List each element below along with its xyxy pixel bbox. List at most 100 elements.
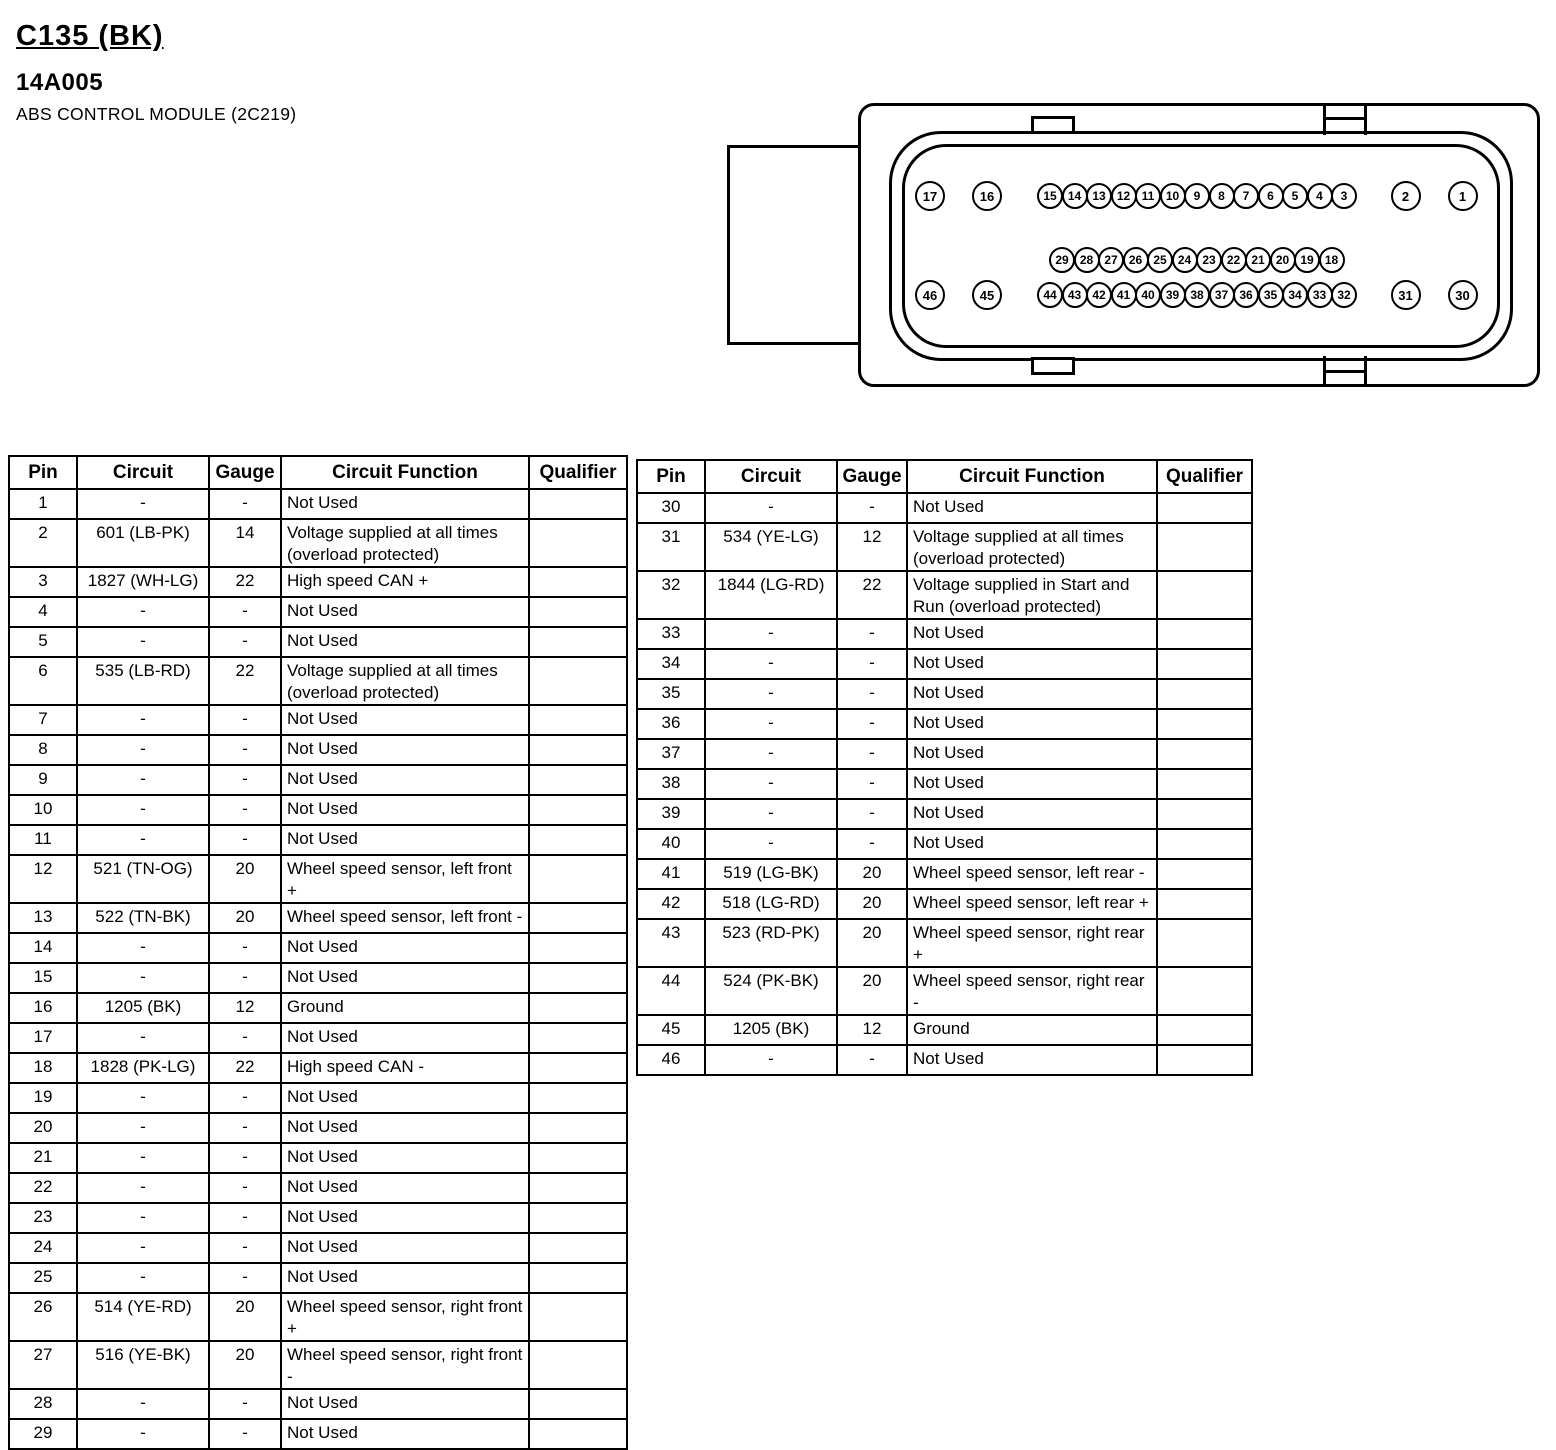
column-header-qualifier: Qualifier <box>1156 459 1253 494</box>
gauge-cell: - <box>208 1262 282 1294</box>
table-row: 16 1205 (BK) 12 Ground <box>8 992 628 1024</box>
gauge-cell: 20 <box>208 1292 282 1342</box>
pin-cell: 18 <box>8 1052 78 1084</box>
qualifier-cell <box>528 626 628 658</box>
gauge-cell: - <box>208 1022 282 1054</box>
circuit-cell: - <box>704 798 838 830</box>
pin-8: 8 <box>1208 183 1235 209</box>
gauge-cell: 22 <box>836 570 908 620</box>
function-cell: Wheel speed sensor, left front + <box>280 854 530 904</box>
pin-30: 30 <box>1447 280 1478 310</box>
function-cell: Not Used <box>906 678 1158 710</box>
table-row: 1- - Not Used <box>8 488 628 520</box>
table-row: 35- - Not Used <box>636 678 1253 710</box>
gauge-cell: - <box>836 678 908 710</box>
pin-cell: 34 <box>636 648 706 680</box>
pin-7: 7 <box>1233 183 1259 209</box>
pin-22: 22 <box>1220 247 1247 273</box>
circuit-cell: - <box>704 492 838 524</box>
table-row: 27 516 (YE-BK) 20 Wheel speed sensor, right… <box>8 1340 628 1390</box>
pin-44: 44 <box>1037 282 1063 308</box>
qualifier-cell <box>528 488 628 520</box>
connector-bottom-tab <box>1031 357 1075 375</box>
pin-cell: 39 <box>636 798 706 830</box>
pin-cell: 3 <box>8 566 78 598</box>
qualifier-cell <box>528 1388 628 1420</box>
circuit-cell: - <box>704 708 838 740</box>
function-cell: Not Used <box>280 1082 530 1114</box>
pin-cell: 12 <box>8 854 78 904</box>
qualifier-cell <box>1156 492 1253 524</box>
qualifier-cell <box>528 518 628 568</box>
gauge-cell: 22 <box>208 566 282 598</box>
pin-cell: 8 <box>8 734 78 766</box>
table-row: 18 1828 (PK-LG) 22 High speed CAN - <box>8 1052 628 1084</box>
pin-33: 33 <box>1306 282 1333 308</box>
function-cell: Voltage supplied at all times (overload … <box>906 522 1158 572</box>
qualifier-cell <box>1156 768 1253 800</box>
circuit-cell: - <box>76 626 210 658</box>
function-cell: Not Used <box>280 734 530 766</box>
table-row: 7- - Not Used <box>8 704 628 736</box>
latch-rung <box>1326 117 1364 120</box>
pin-cell: 2 <box>8 518 78 568</box>
qualifier-cell <box>528 1172 628 1204</box>
function-cell: Not Used <box>280 1112 530 1144</box>
circuit-cell: 534 (YE-LG) <box>704 522 838 572</box>
function-cell: Wheel speed sensor, left rear - <box>906 858 1158 890</box>
pin-cell: 15 <box>8 962 78 994</box>
pin-cell: 9 <box>8 764 78 796</box>
pin-cell: 28 <box>8 1388 78 1420</box>
pin-cell: 16 <box>8 992 78 1024</box>
table-row: 8- - Not Used <box>8 734 628 766</box>
function-cell: Not Used <box>906 768 1158 800</box>
qualifier-cell <box>528 902 628 934</box>
connector-top-tab <box>1031 116 1075 134</box>
gauge-cell: - <box>836 648 908 680</box>
pin-cell: 32 <box>636 570 706 620</box>
component-name: ABS CONTROL MODULE (2C219) <box>16 104 297 124</box>
pin-cell: 6 <box>8 656 78 706</box>
pin-17: 17 <box>915 181 945 211</box>
qualifier-cell <box>1156 522 1253 572</box>
circuit-cell: 1205 (BK) <box>704 1014 838 1046</box>
pin-cell: 37 <box>636 738 706 770</box>
circuit-cell: - <box>76 1112 210 1144</box>
column-header-qualifier: Qualifier <box>528 455 628 490</box>
function-cell: Not Used <box>906 798 1158 830</box>
table-row: 9- - Not Used <box>8 764 628 796</box>
circuit-cell: - <box>76 932 210 964</box>
circuit-cell: - <box>76 488 210 520</box>
table-row: 20- - Not Used <box>8 1112 628 1144</box>
circuit-cell: - <box>76 1142 210 1174</box>
gauge-cell: 12 <box>208 992 282 1024</box>
pin-2: 2 <box>1390 181 1421 211</box>
gauge-cell: - <box>208 1388 282 1420</box>
header-row: Pin Circuit Gauge Circuit Function Qualifier <box>636 459 1253 494</box>
table-row: 30- - Not Used <box>636 492 1253 524</box>
pin-43: 43 <box>1061 282 1088 308</box>
column-header-pin: Pin <box>8 455 78 490</box>
circuit-cell: - <box>76 962 210 994</box>
gauge-cell: 20 <box>836 858 908 890</box>
table-row: 13 522 (TN-BK) 20 Wheel speed sensor, left … <box>8 902 628 934</box>
qualifier-cell <box>1156 888 1253 920</box>
qualifier-cell <box>1156 618 1253 650</box>
pin-cell: 7 <box>8 704 78 736</box>
function-cell: High speed CAN - <box>280 1052 530 1084</box>
column-header-circuit-function: Circuit Function <box>906 459 1158 494</box>
qualifier-cell <box>1156 648 1253 680</box>
pin-36: 36 <box>1233 282 1259 308</box>
circuit-cell: - <box>704 768 838 800</box>
gauge-cell: - <box>208 1172 282 1204</box>
qualifier-cell <box>528 932 628 964</box>
function-cell: Not Used <box>280 824 530 856</box>
function-cell: Not Used <box>280 1388 530 1420</box>
table-row: 5- - Not Used <box>8 626 628 658</box>
pin-45: 45 <box>972 280 1002 310</box>
table-row: 32 1844 (LG-RD) 22 Voltage supplied in Star… <box>636 570 1253 620</box>
pin-cell: 20 <box>8 1112 78 1144</box>
pin-6: 6 <box>1257 183 1284 209</box>
qualifier-cell <box>1156 708 1253 740</box>
table-row: 45 1205 (BK) 12 Ground <box>636 1014 1253 1046</box>
